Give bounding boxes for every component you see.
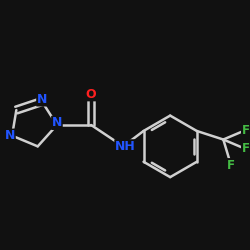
Text: O: O: [86, 88, 96, 101]
Text: F: F: [242, 124, 250, 137]
Text: F: F: [242, 142, 250, 156]
Text: N: N: [52, 116, 62, 129]
Text: F: F: [227, 159, 235, 172]
Text: N: N: [5, 129, 15, 142]
Text: N: N: [37, 93, 47, 106]
Text: NH: NH: [115, 140, 136, 153]
